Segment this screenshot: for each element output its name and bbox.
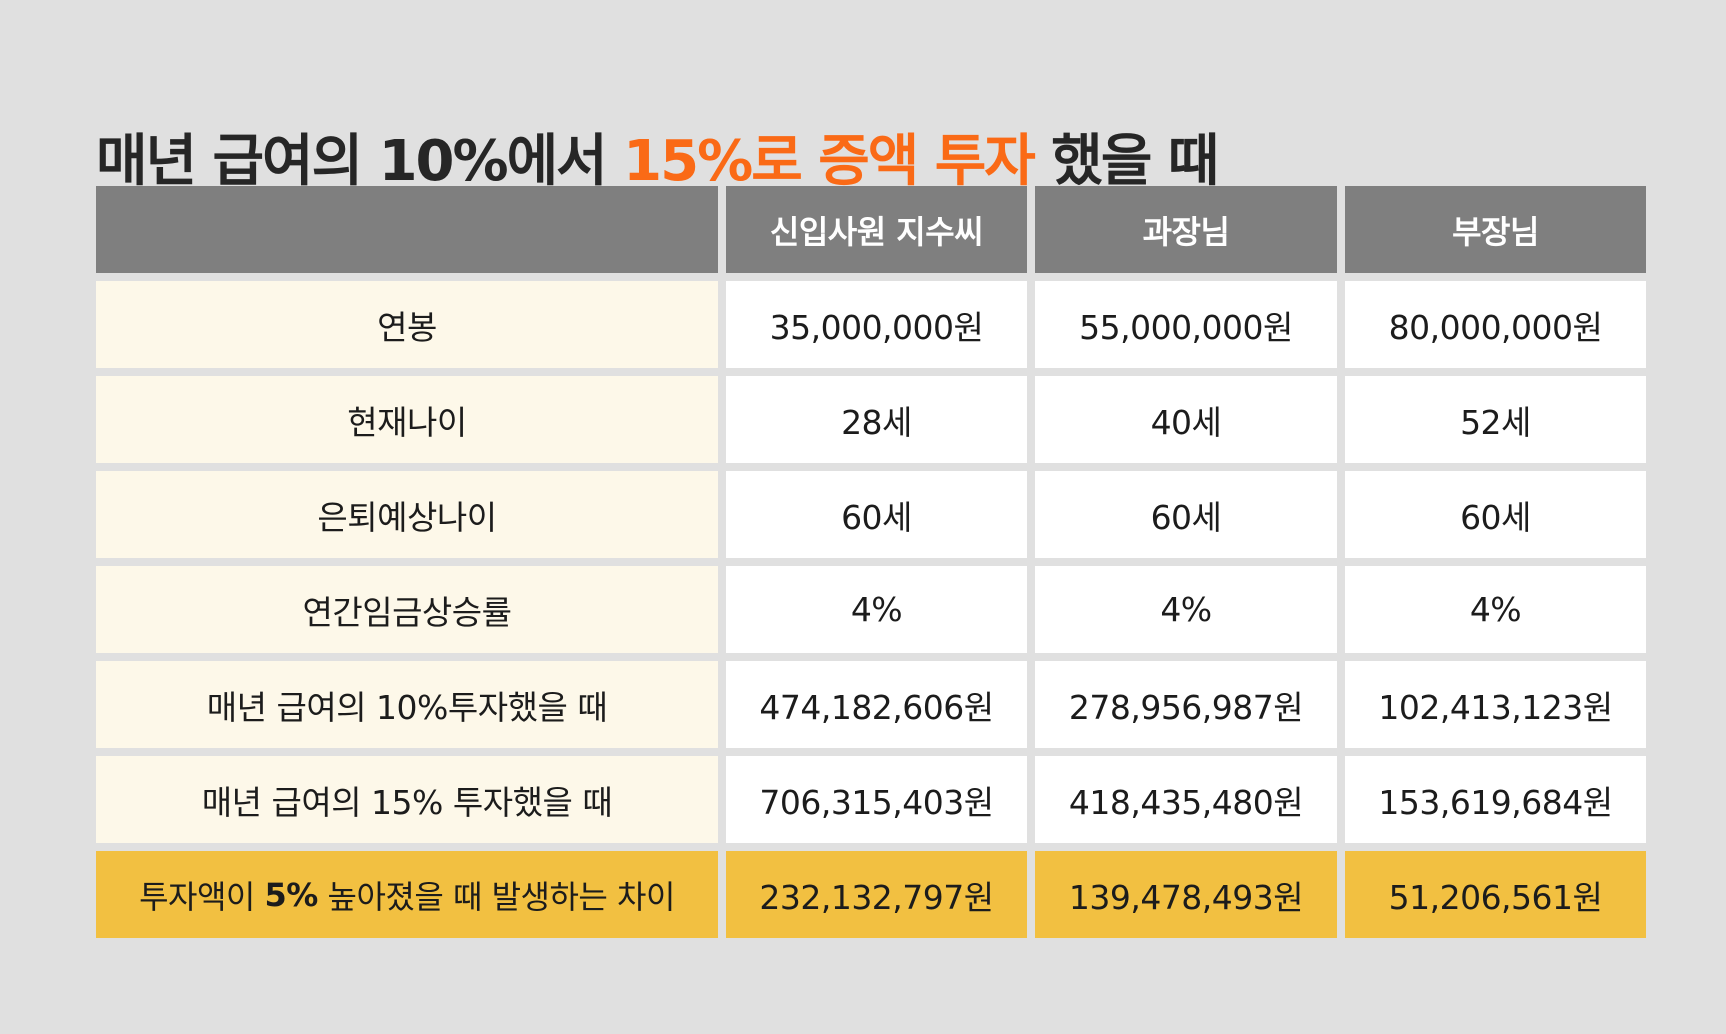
table-cell: 52세 [1345,376,1646,463]
table-cell: 40세 [1035,376,1337,463]
summary-cell: 232,132,797원 [726,851,1027,938]
table-cell: 60세 [726,471,1027,558]
table-cell: 4% [1345,566,1646,653]
table-cell: 55,000,000원 [1035,281,1337,368]
summary-row-label: 투자액이 5% 높아졌을 때 발생하는 차이 [96,851,718,938]
header-cell-empty [96,186,718,273]
table-cell: 153,619,684원 [1345,756,1646,843]
table-cell: 474,182,606원 [726,661,1027,748]
page-title: 매년 급여의 10%에서 15%로 증액 투자 했을 때 [96,126,1219,198]
title-part2: 했을 때 [1033,128,1219,194]
table-cell: 28세 [726,376,1027,463]
table-cell: 60세 [1345,471,1646,558]
row-label: 연봉 [96,281,718,368]
header-cell-director: 부장님 [1345,186,1646,273]
row-label: 은퇴예상나이 [96,471,718,558]
table-cell: 35,000,000원 [726,281,1027,368]
summary-cell: 139,478,493원 [1035,851,1337,938]
table-cell: 706,315,403원 [726,756,1027,843]
table-cell: 418,435,480원 [1035,756,1337,843]
table-cell: 60세 [1035,471,1337,558]
title-part1: 매년 급여의 10%에서 [96,128,624,194]
summary-label-pre: 투자액이 [139,877,255,916]
row-label: 매년 급여의 15% 투자했을 때 [96,756,718,843]
row-label: 연간임금상승률 [96,566,718,653]
header-cell-new-employee: 신입사원 지수씨 [726,186,1027,273]
table-cell: 4% [1035,566,1337,653]
comparison-table: 신입사원 지수씨 과장님 부장님 연봉 35,000,000원 55,000,0… [96,186,1648,938]
header-cell-manager: 과장님 [1035,186,1337,273]
summary-label-bold: 5% [264,875,319,914]
table-cell: 102,413,123원 [1345,661,1646,748]
summary-label-post: 높아졌을 때 발생하는 차이 [327,877,676,916]
summary-cell: 51,206,561원 [1345,851,1646,938]
table-cell: 4% [726,566,1027,653]
row-label: 매년 급여의 10%투자했을 때 [96,661,718,748]
row-label: 현재나이 [96,376,718,463]
table-cell: 278,956,987원 [1035,661,1337,748]
table-cell: 80,000,000원 [1345,281,1646,368]
title-highlight: 15%로 증액 투자 [623,128,1036,194]
